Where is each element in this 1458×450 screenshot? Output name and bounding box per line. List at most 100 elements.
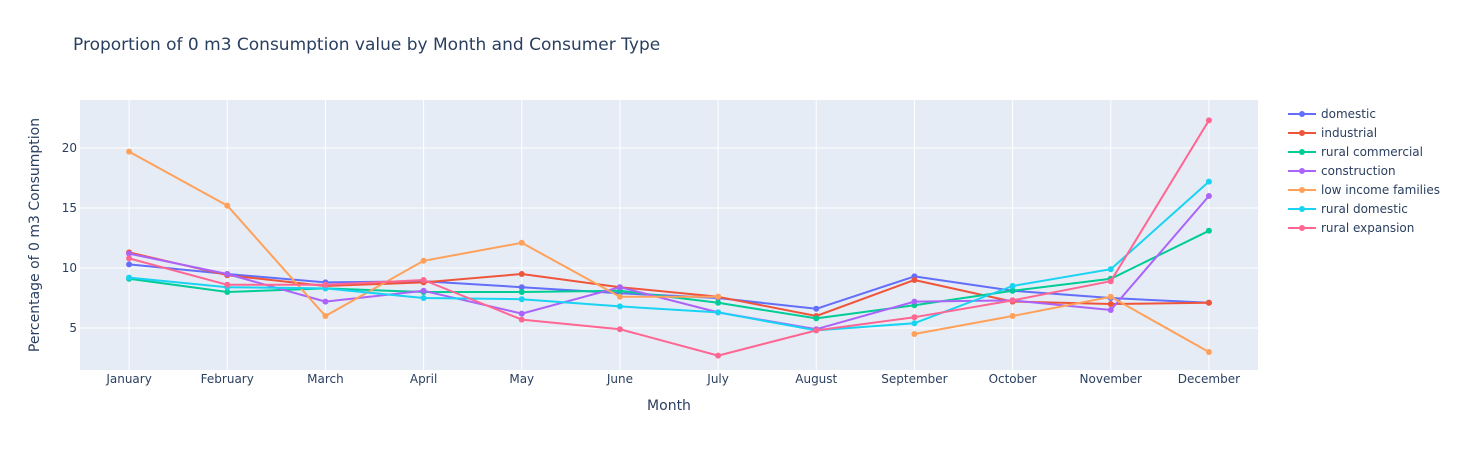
data-point[interactable] xyxy=(224,281,231,288)
data-point[interactable] xyxy=(616,284,623,291)
data-point[interactable] xyxy=(1107,307,1114,313)
legend-marker xyxy=(1299,225,1305,231)
x-tick-label: March xyxy=(307,372,344,386)
series-line xyxy=(129,180,1210,332)
data-point[interactable] xyxy=(911,331,918,337)
legend-marker xyxy=(1299,149,1305,155)
x-axis-ticks: January February March April May June July Augu… xyxy=(105,372,1240,386)
data-point[interactable] xyxy=(1107,293,1114,300)
data-point[interactable] xyxy=(126,255,133,262)
data-point[interactable] xyxy=(813,315,820,322)
y-axis-ticks: 5 10 15 20 xyxy=(62,141,77,335)
data-point[interactable] xyxy=(813,305,820,312)
legend-label: industrial xyxy=(1321,126,1377,140)
y-axis-title: Percentage of 0 m3 Consumption xyxy=(27,118,43,352)
data-point[interactable] xyxy=(420,277,427,283)
data-point[interactable] xyxy=(126,148,133,155)
data-point[interactable] xyxy=(224,271,231,277)
legend-label: rural expansion xyxy=(1321,221,1414,235)
legend-label: construction xyxy=(1321,164,1396,178)
data-point[interactable] xyxy=(420,295,427,301)
grid xyxy=(80,100,1258,370)
legend-item[interactable]: rural domestic xyxy=(1288,202,1408,216)
data-point[interactable] xyxy=(1009,287,1016,294)
legend-item[interactable]: industrial xyxy=(1288,126,1377,140)
legend-label: rural domestic xyxy=(1321,202,1408,216)
data-point[interactable] xyxy=(1205,299,1212,306)
data-point[interactable] xyxy=(616,326,623,333)
data-point[interactable] xyxy=(420,287,427,294)
data-point[interactable] xyxy=(813,327,820,334)
legend[interactable]: domestic industrial rural commercial constr… xyxy=(1288,107,1440,235)
data-point[interactable] xyxy=(518,296,525,303)
legend-marker xyxy=(1299,206,1305,212)
legend-item[interactable]: rural expansion xyxy=(1288,221,1414,235)
x-tick-label: February xyxy=(201,372,254,386)
x-tick-label: December xyxy=(1178,372,1240,386)
data-point[interactable] xyxy=(911,277,918,283)
data-point[interactable] xyxy=(224,289,231,295)
data-point[interactable] xyxy=(1009,283,1016,289)
y-tick-label: 20 xyxy=(62,141,77,155)
x-tick-label: June xyxy=(606,372,633,386)
data-point[interactable] xyxy=(224,202,231,209)
data-point[interactable] xyxy=(518,271,525,277)
legend-item[interactable]: domestic xyxy=(1288,107,1376,121)
data-point[interactable] xyxy=(616,303,623,310)
data-point[interactable] xyxy=(1205,349,1212,355)
legend-label: low income families xyxy=(1321,183,1440,197)
data-point[interactable] xyxy=(126,274,133,281)
legend-marker xyxy=(1299,130,1305,136)
series-line xyxy=(129,263,1209,310)
data-point[interactable] xyxy=(1205,117,1212,124)
plot-area xyxy=(80,100,1258,370)
y-tick-label: 10 xyxy=(62,261,77,275)
legend-item[interactable]: rural commercial xyxy=(1288,145,1423,159)
data-point[interactable] xyxy=(518,310,525,317)
x-tick-label: May xyxy=(509,372,534,386)
legend-label: rural commercial xyxy=(1321,145,1423,159)
data-point[interactable] xyxy=(1205,227,1212,234)
x-tick-label: November xyxy=(1080,372,1142,386)
data-point[interactable] xyxy=(1205,193,1212,199)
data-point[interactable] xyxy=(1009,297,1016,304)
data-point[interactable] xyxy=(126,261,133,268)
data-point[interactable] xyxy=(1107,301,1114,307)
x-tick-label: April xyxy=(410,372,437,386)
data-point[interactable] xyxy=(518,284,525,291)
data-point[interactable] xyxy=(715,309,722,316)
x-tick-label: September xyxy=(881,372,947,386)
legend-marker xyxy=(1299,168,1305,174)
data-point[interactable] xyxy=(911,298,918,305)
data-point[interactable] xyxy=(715,293,722,300)
legend-item[interactable]: construction xyxy=(1288,164,1396,178)
data-point[interactable] xyxy=(911,314,918,321)
legend-marker xyxy=(1299,111,1305,117)
data-point[interactable] xyxy=(518,239,525,246)
data-point[interactable] xyxy=(715,352,722,359)
data-point[interactable] xyxy=(616,293,623,300)
x-tick-label: October xyxy=(989,372,1037,386)
legend-item[interactable]: low income families xyxy=(1288,183,1440,197)
data-point[interactable] xyxy=(420,257,427,264)
data-point[interactable] xyxy=(1107,266,1114,273)
data-point[interactable] xyxy=(322,298,329,305)
series-line xyxy=(128,119,1210,357)
series-low-income-families xyxy=(126,148,1212,355)
data-point[interactable] xyxy=(126,250,133,257)
data-point[interactable] xyxy=(1205,178,1212,185)
data-point[interactable] xyxy=(322,313,329,319)
data-point[interactable] xyxy=(715,299,722,306)
data-point[interactable] xyxy=(322,281,329,288)
x-tick-label: July xyxy=(706,372,729,386)
data-point[interactable] xyxy=(518,316,525,323)
chart-title: Proportion of 0 m3 Consumption value by … xyxy=(73,35,660,55)
data-point[interactable] xyxy=(518,289,525,295)
data-point[interactable] xyxy=(1107,278,1114,285)
data-point[interactable] xyxy=(1009,313,1016,319)
x-tick-label: August xyxy=(795,372,837,386)
data-point[interactable] xyxy=(911,320,918,327)
series-layer xyxy=(126,117,1212,359)
